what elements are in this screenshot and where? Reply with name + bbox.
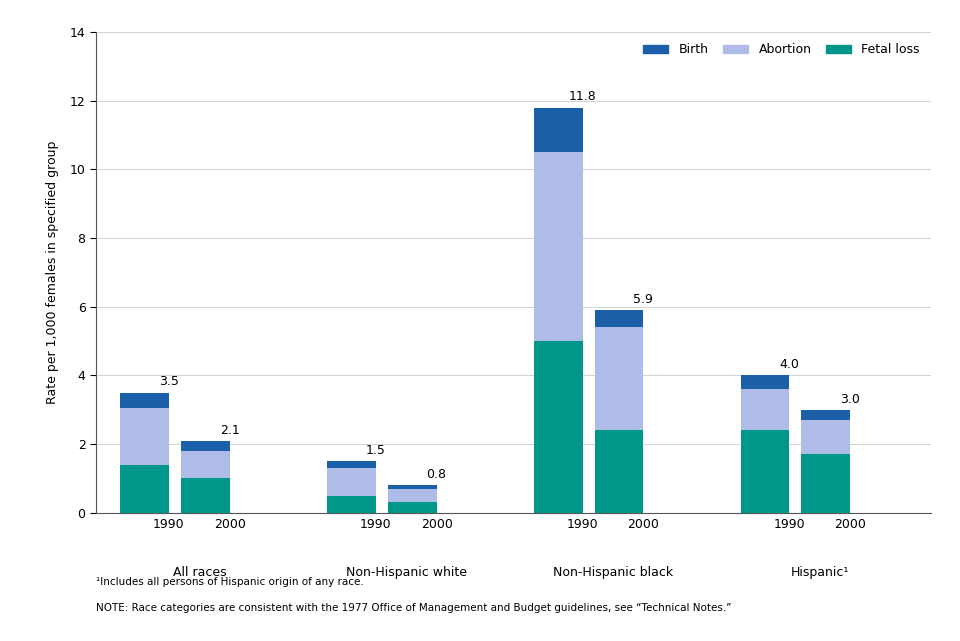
Text: Non-Hispanic black: Non-Hispanic black <box>553 566 673 579</box>
Bar <box>327 462 375 468</box>
Bar <box>181 478 229 513</box>
Bar <box>534 108 583 153</box>
Bar <box>120 408 169 465</box>
Text: Non-Hispanic white: Non-Hispanic white <box>346 566 467 579</box>
Bar <box>741 376 789 389</box>
Text: 11.8: 11.8 <box>568 90 596 103</box>
Text: 3.5: 3.5 <box>159 376 179 388</box>
Bar <box>802 410 851 420</box>
Text: Hispanic¹: Hispanic¹ <box>790 566 849 579</box>
Bar <box>181 451 229 478</box>
Text: ¹Includes all persons of Hispanic origin of any race.: ¹Includes all persons of Hispanic origin… <box>96 577 364 587</box>
Bar <box>388 485 437 489</box>
Text: 1.5: 1.5 <box>366 444 386 457</box>
Text: 0.8: 0.8 <box>426 468 446 481</box>
Text: 4.0: 4.0 <box>780 358 800 371</box>
Bar <box>741 389 789 430</box>
Bar <box>741 430 789 513</box>
Bar <box>802 420 851 454</box>
Bar <box>120 392 169 408</box>
Bar <box>181 441 229 451</box>
Text: 5.9: 5.9 <box>634 293 653 306</box>
Y-axis label: Rate per 1,000 females in specified group: Rate per 1,000 females in specified grou… <box>45 141 59 404</box>
Bar <box>327 495 375 513</box>
Bar <box>594 310 643 328</box>
Bar <box>120 465 169 513</box>
Bar <box>388 488 437 503</box>
Bar <box>802 454 851 513</box>
Bar <box>594 328 643 430</box>
Bar <box>594 430 643 513</box>
Legend: Birth, Abortion, Fetal loss: Birth, Abortion, Fetal loss <box>638 38 924 62</box>
Text: NOTE: Race categories are consistent with the 1977 Office of Management and Budg: NOTE: Race categories are consistent wit… <box>96 603 732 613</box>
Text: 3.0: 3.0 <box>840 393 860 406</box>
Bar <box>327 468 375 495</box>
Bar <box>534 153 583 341</box>
Text: All races: All races <box>173 566 227 579</box>
Text: 2.1: 2.1 <box>220 424 240 437</box>
Bar <box>388 503 437 513</box>
Bar <box>534 341 583 513</box>
